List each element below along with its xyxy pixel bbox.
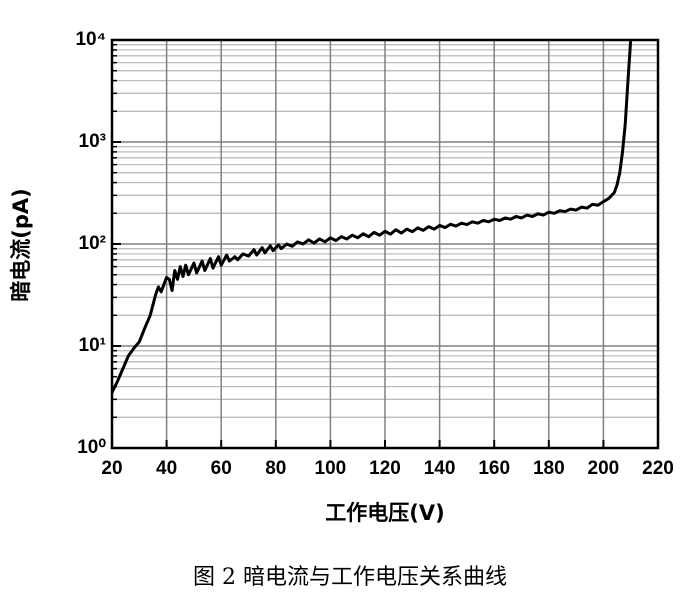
y-tick-label: 10³ (79, 131, 106, 152)
x-tick-label: 60 (211, 458, 232, 479)
x-tick-label: 200 (588, 458, 620, 479)
plot-frame (110, 38, 660, 450)
x-tick-label: 160 (478, 458, 510, 479)
y-tick-label: 10⁴ (75, 29, 106, 50)
x-tick-label: 220 (642, 458, 674, 479)
x-axis-label: 工作电压(V) (325, 501, 444, 525)
data-line (110, 39, 633, 394)
x-tick-label: 80 (265, 458, 286, 479)
y-tick-label: 10¹ (79, 335, 106, 356)
x-tick-label: 100 (315, 458, 347, 479)
caption: 图 2 暗电流与工作电压关系曲线 (193, 565, 507, 590)
x-tick-label: 120 (369, 458, 401, 479)
x-tick-label: 40 (156, 458, 177, 479)
y-tick-label: 10² (79, 233, 106, 254)
y-tick-label: 10⁰ (77, 437, 106, 458)
y-axis-label: 暗电流(pA) (9, 188, 33, 301)
x-tick-label: 140 (424, 458, 456, 479)
x-tick-label: 20 (101, 458, 122, 479)
x-tick-label: 180 (533, 458, 565, 479)
